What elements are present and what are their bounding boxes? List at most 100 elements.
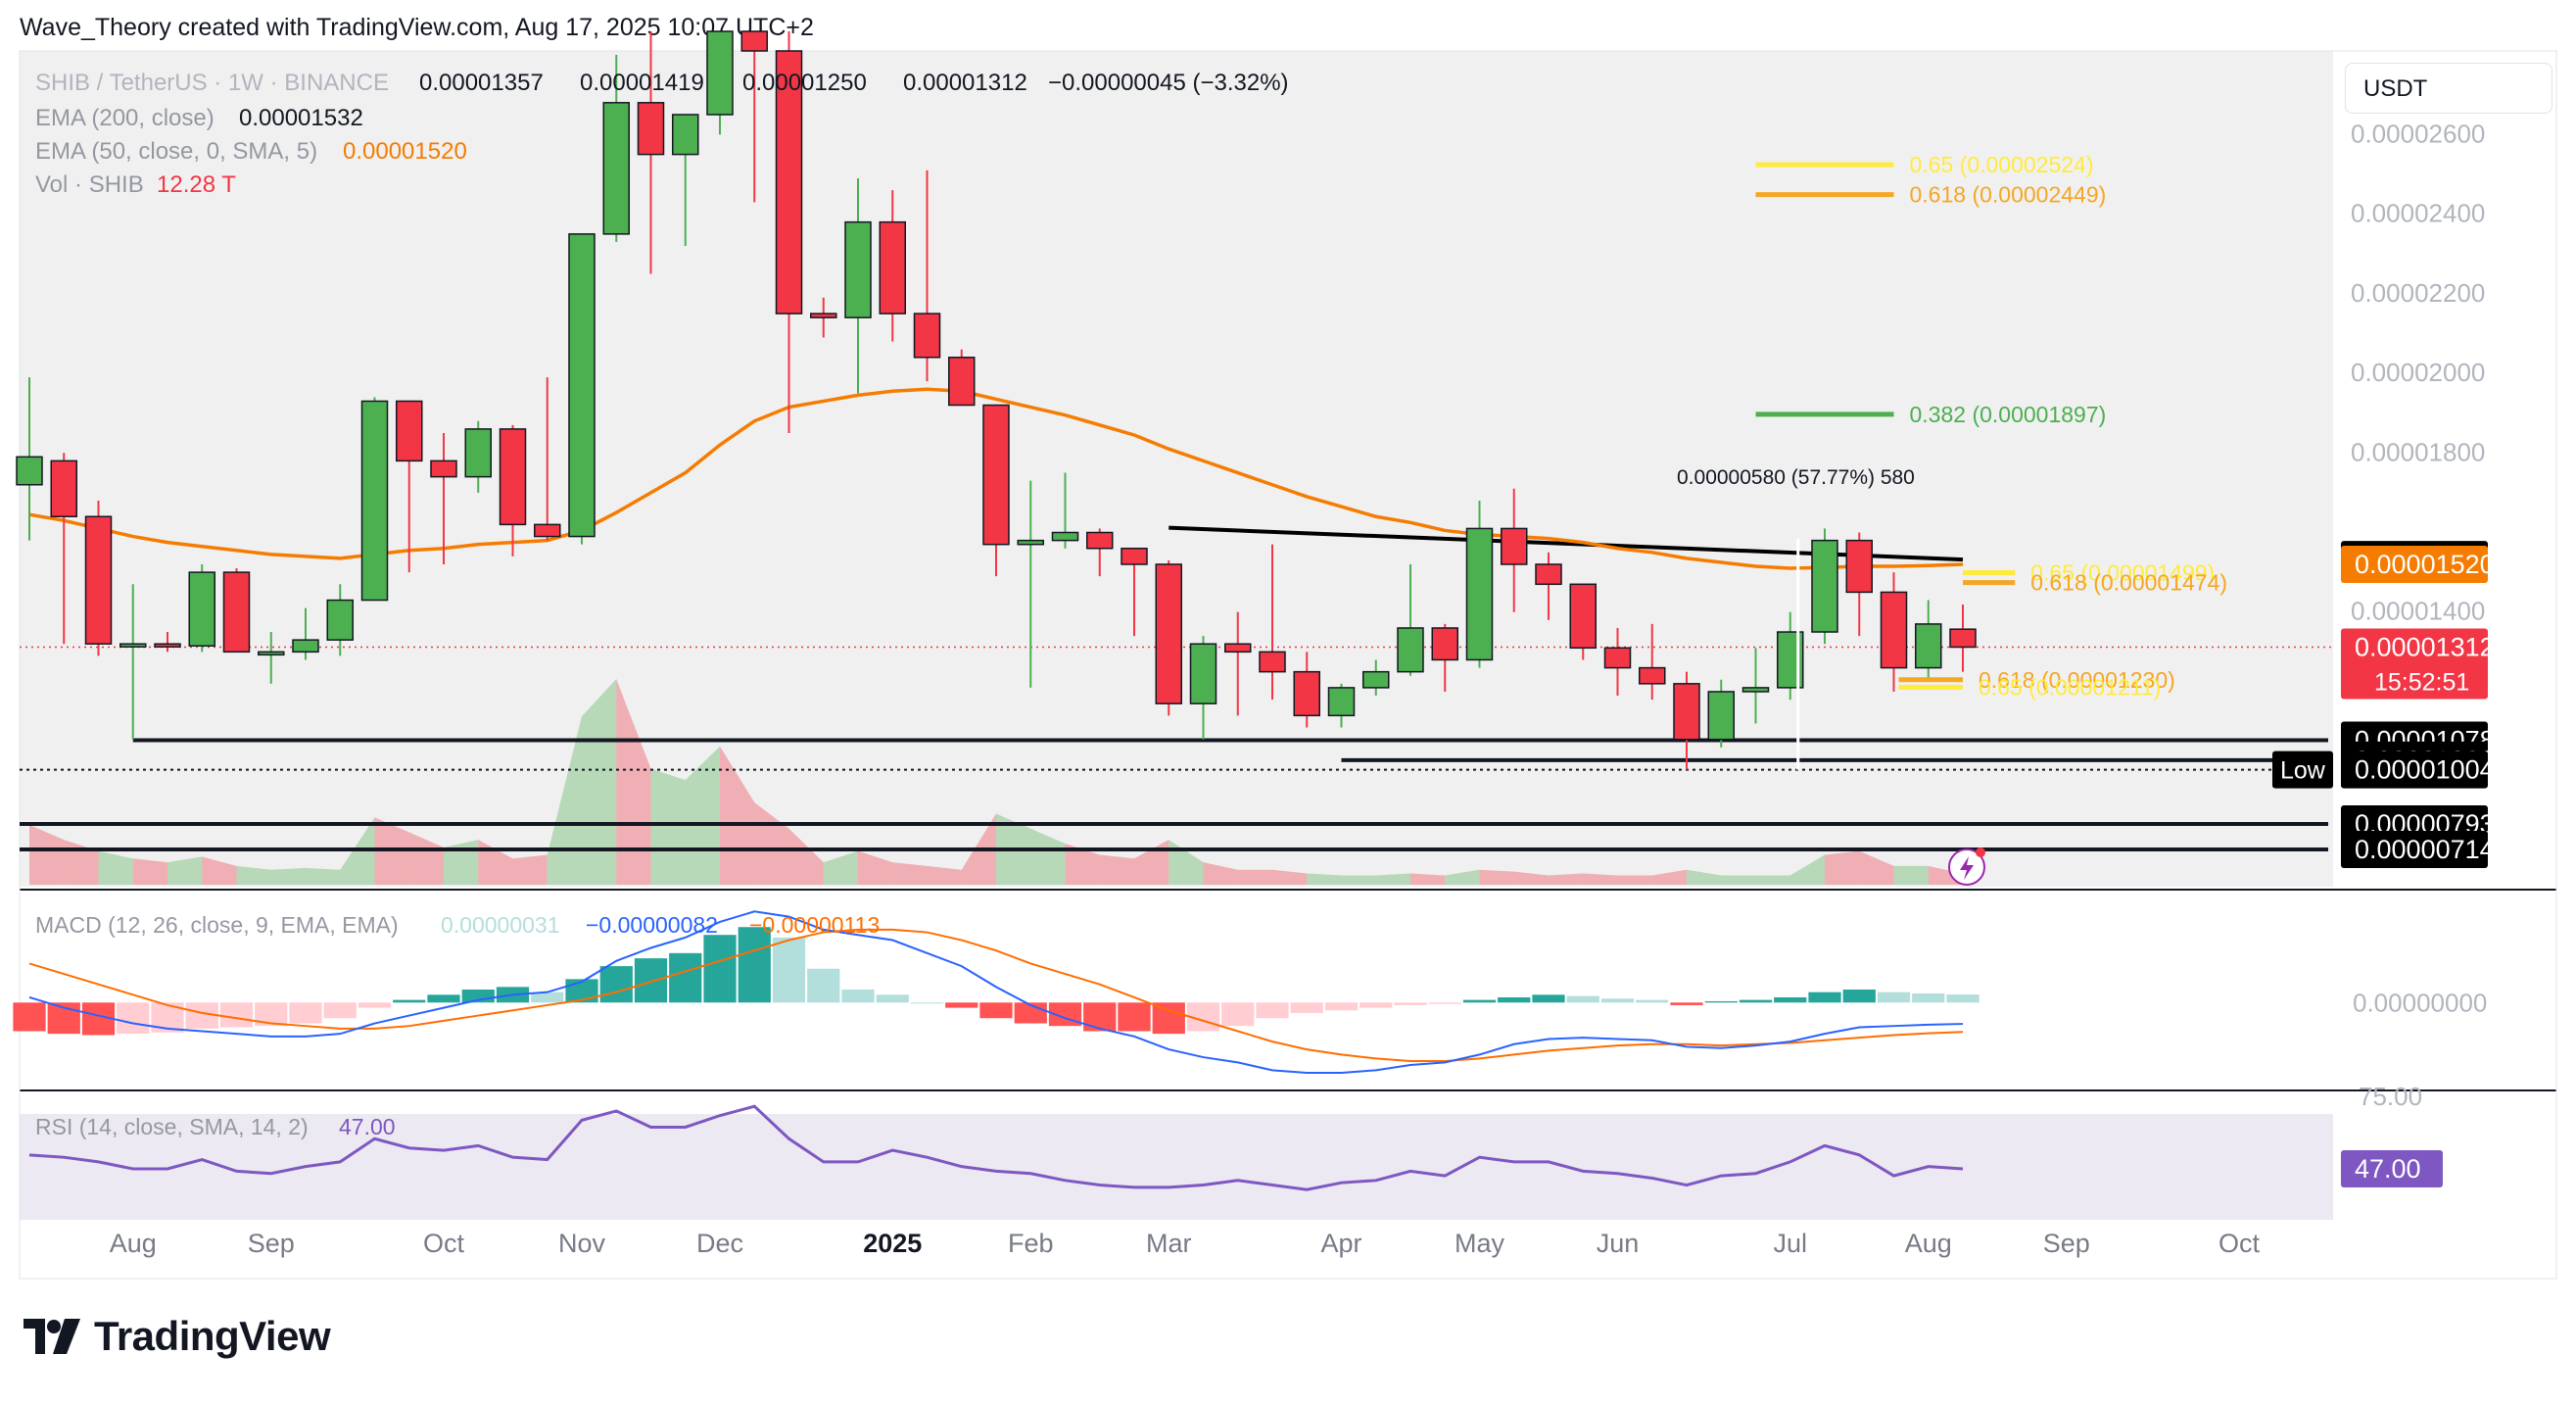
price-axis-label: 0.00001520 [2341, 545, 2495, 583]
indicator-legend-label: EMA (50, close, 0, SMA, 5) [35, 138, 317, 165]
fib-level-label: 0.65 (0.00001211) [1979, 674, 2161, 700]
macd-histogram-bar [1739, 999, 1773, 1003]
volume-area-segment [444, 840, 479, 885]
y-axis-tick-label: 0.00002400 [2351, 199, 2485, 228]
macd-histogram-bar [219, 1002, 254, 1028]
tradingview-logo-icon [24, 1319, 80, 1354]
candle-body [84, 515, 113, 645]
price-axis-label-text: 0.00001520 [2355, 550, 2495, 579]
indicator-legend-value: 12.28 T [157, 171, 236, 198]
candle-body [948, 357, 976, 407]
countdown-label: 15:52:51 [2374, 668, 2469, 696]
indicator-legend-label: Vol · SHIB [35, 171, 144, 198]
candle-body [119, 643, 147, 648]
candle-body [1845, 539, 1873, 594]
volume-area-segment [1513, 871, 1549, 885]
macd-histogram-bar [1256, 1002, 1289, 1019]
macd-histogram-bar [1118, 1002, 1151, 1032]
macd-histogram-bar [1152, 1002, 1185, 1035]
volume-area-segment [1893, 865, 1929, 885]
candle-body [499, 428, 527, 526]
y-axis-tick-label: 0.00002000 [2351, 358, 2485, 387]
fib-level-label: 0.618 (0.00001230) [1979, 667, 2175, 693]
macd-legend-label: MACD (12, 26, close, 9, EMA, EMA) [35, 912, 399, 938]
x-axis-tick-label: 2025 [863, 1229, 922, 1258]
candle-body [1051, 531, 1079, 542]
fib-level-label: 0.618 (0.00001474) [2030, 570, 2227, 596]
x-axis-tick-label: Jul [1773, 1229, 1807, 1258]
tradingview-brand-text: TradingView [94, 1313, 331, 1359]
x-axis-tick-label: Apr [1320, 1229, 1361, 1258]
macd-histogram-bar [1394, 1002, 1427, 1005]
volume-area-segment [547, 716, 582, 885]
macd-histogram-bar [1808, 992, 1841, 1003]
macd-histogram-bar [1462, 999, 1497, 1003]
candle-body [672, 114, 699, 156]
chart-credit: Wave_Theory created with TradingView.com… [20, 14, 814, 41]
volume-area-segment [202, 856, 237, 885]
x-axis-tick-label: Oct [2218, 1229, 2261, 1258]
candle-body [534, 523, 561, 538]
volume-area-segment [236, 865, 271, 885]
macd-histogram-bar [1704, 1000, 1738, 1003]
lightning-icon-bolt [1960, 856, 1974, 880]
candle-body [464, 428, 492, 478]
volume-area-segment [1099, 854, 1134, 885]
macd-histogram-bar [358, 1002, 392, 1008]
macd-histogram-bar [531, 992, 564, 1003]
candle-body [775, 50, 803, 314]
currency-selector-button[interactable]: USDT [2345, 63, 2552, 114]
price-axis-label-text: 0.00001004 [2355, 755, 2495, 785]
volume-area-segment [1651, 869, 1687, 885]
macd-histogram-bar [1498, 996, 1531, 1003]
fib-level-label: 0.618 (0.00002449) [1910, 182, 2107, 208]
volume-area-segment [1825, 850, 1860, 885]
ohlc-open-value: 0.00001357 [419, 70, 544, 96]
candle-body [1707, 691, 1735, 741]
volume-area-segment [132, 858, 167, 885]
x-axis-tick-label: Aug [1905, 1229, 1952, 1258]
candle-body [1327, 687, 1356, 717]
macd-histogram-bar [807, 968, 840, 1003]
candle-body [1121, 547, 1148, 565]
volume-area-segment [1445, 869, 1480, 885]
candle-body [1741, 687, 1770, 693]
volume-area-segment [1307, 873, 1342, 885]
tradingview-branding[interactable]: TradingView [22, 1313, 331, 1360]
macd-histogram-bar [255, 1002, 288, 1027]
rsi-level-label: 75.00 [2359, 1082, 2422, 1111]
price-axis-label-text: 0.00001312 [2355, 632, 2495, 661]
y-axis-tick-label: 0.00002200 [2351, 278, 2485, 308]
lightning-icon-dot [1976, 847, 1985, 857]
candle-body [222, 571, 251, 653]
price-axis-label: 0.00000714 [2341, 831, 2495, 868]
macd-line [28, 910, 1964, 1074]
volume-area-segment [858, 850, 893, 885]
x-axis-tick-label: Oct [423, 1229, 465, 1258]
low-tag-label: Low [2280, 757, 2326, 785]
candle-body [982, 404, 1010, 546]
volume-area-segment [1410, 873, 1446, 885]
volume-area-segment [1375, 873, 1410, 885]
rsi-legend-label: RSI (14, close, SMA, 14, 2) [35, 1114, 309, 1139]
macd-zero-label: 0.00000000 [2353, 988, 2487, 1017]
macd-histogram-bar [1842, 990, 1876, 1003]
fib-level-label: 0.65 (0.00002524) [1910, 152, 2094, 177]
candle-body [1639, 666, 1666, 685]
volume-area-segment [1549, 873, 1584, 885]
rsi-line [28, 1104, 1964, 1191]
candle-body [1535, 563, 1562, 586]
macd-histogram-bar [1083, 1002, 1117, 1032]
volume-area-segment [892, 862, 928, 885]
macd-histogram-bar [979, 1002, 1013, 1019]
macd-histogram-bar [599, 966, 633, 1003]
rsi-value-badge-text: 47.00 [2355, 1154, 2421, 1184]
main-pane-background [20, 51, 2333, 887]
volume-area-segment [167, 856, 203, 885]
x-axis-tick-label: Sep [2043, 1229, 2090, 1258]
ohlc-change-value: −0.00000045 (−3.32%) [1048, 70, 1289, 96]
macd-histogram-bar [1636, 999, 1669, 1003]
price-axis-label-background [2341, 831, 2488, 868]
